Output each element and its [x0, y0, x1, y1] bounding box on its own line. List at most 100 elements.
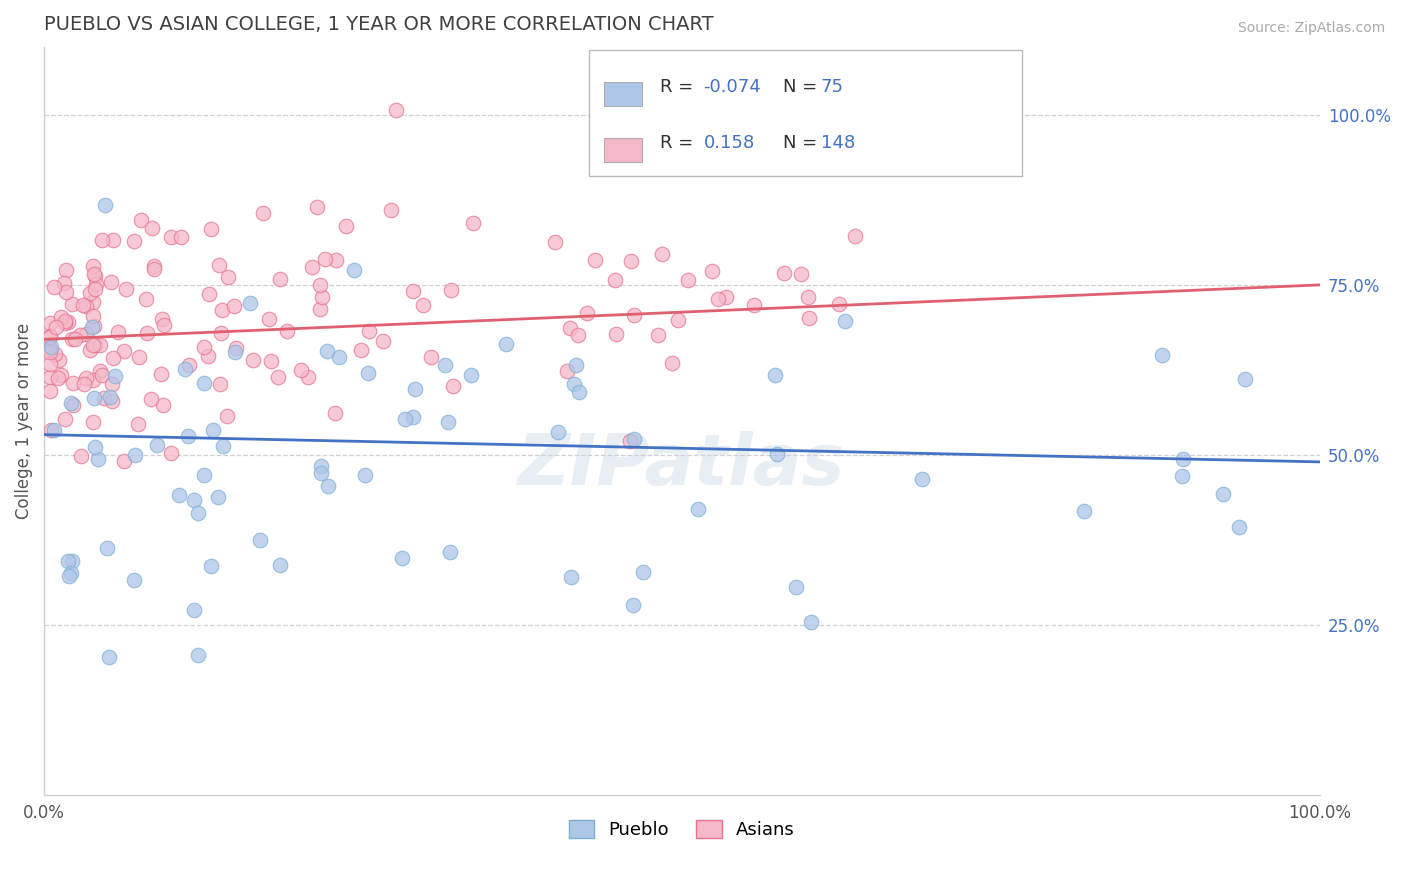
- Point: [623, 308, 645, 322]
- Point: [325, 252, 347, 267]
- Point: [309, 302, 332, 317]
- Point: [209, 377, 232, 392]
- Text: Source: ZipAtlas.com: Source: ZipAtlas.com: [1237, 21, 1385, 35]
- Point: [844, 228, 866, 243]
- Point: [202, 424, 225, 438]
- Point: [98, 391, 121, 405]
- Point: [103, 233, 125, 247]
- Point: [170, 230, 193, 244]
- Legend: Pueblo, Asians: Pueblo, Asians: [562, 813, 801, 847]
- Point: [1212, 487, 1234, 501]
- Point: [197, 349, 219, 363]
- Text: -0.074: -0.074: [703, 78, 761, 96]
- Point: [441, 379, 464, 393]
- FancyBboxPatch shape: [605, 138, 643, 161]
- Point: [567, 327, 589, 342]
- Point: [42, 423, 65, 437]
- Point: [433, 359, 456, 373]
- Point: [558, 320, 581, 334]
- Point: [391, 551, 413, 566]
- Point: [75, 299, 97, 313]
- Point: [412, 298, 434, 312]
- Point: [62, 398, 84, 412]
- Point: [211, 303, 233, 318]
- Point: [631, 566, 654, 580]
- Point: [89, 363, 111, 377]
- Point: [183, 603, 205, 617]
- Point: [41, 423, 63, 437]
- Point: [83, 268, 105, 283]
- Point: [107, 326, 129, 340]
- Point: [311, 290, 333, 304]
- Point: [193, 467, 215, 482]
- FancyBboxPatch shape: [605, 82, 643, 105]
- Point: [39, 369, 62, 384]
- Point: [69, 328, 91, 343]
- Point: [420, 350, 443, 364]
- Point: [790, 267, 813, 281]
- Point: [242, 353, 264, 368]
- Point: [402, 285, 425, 299]
- Point: [42, 280, 65, 294]
- Point: [53, 314, 76, 328]
- Point: [222, 299, 245, 313]
- Point: [359, 324, 381, 338]
- Point: [79, 343, 101, 357]
- Point: [150, 312, 173, 326]
- Point: [96, 541, 118, 556]
- Point: [83, 319, 105, 334]
- Point: [44, 347, 66, 361]
- Y-axis label: College, 1 year or more: College, 1 year or more: [15, 323, 32, 519]
- Point: [149, 368, 172, 382]
- Point: [742, 298, 765, 312]
- Point: [373, 334, 395, 348]
- Point: [104, 369, 127, 384]
- Point: [187, 506, 209, 520]
- Point: [131, 212, 153, 227]
- Point: [623, 432, 645, 446]
- Point: [49, 368, 72, 382]
- Point: [301, 260, 323, 274]
- Point: [83, 337, 105, 351]
- Point: [39, 340, 62, 354]
- Point: [83, 440, 105, 454]
- Point: [136, 326, 159, 340]
- Point: [404, 382, 426, 396]
- Point: [197, 286, 219, 301]
- Text: R =: R =: [661, 135, 699, 153]
- Point: [800, 615, 823, 629]
- Point: [45, 320, 67, 334]
- Text: ZIPatlas: ZIPatlas: [519, 432, 845, 500]
- Text: 0.158: 0.158: [703, 135, 755, 153]
- Point: [354, 468, 377, 483]
- Point: [39, 329, 62, 343]
- Point: [100, 275, 122, 289]
- Point: [124, 448, 146, 462]
- Point: [560, 569, 582, 583]
- Point: [200, 222, 222, 236]
- Point: [911, 472, 934, 486]
- Point: [56, 315, 79, 329]
- Point: [152, 398, 174, 412]
- Point: [224, 344, 246, 359]
- Point: [555, 364, 578, 378]
- FancyBboxPatch shape: [589, 51, 1022, 177]
- Point: [239, 296, 262, 310]
- Point: [773, 266, 796, 280]
- Point: [562, 376, 585, 391]
- Point: [666, 313, 689, 327]
- Point: [53, 316, 76, 330]
- Point: [167, 488, 190, 502]
- Point: [309, 277, 332, 292]
- Point: [547, 425, 569, 439]
- Point: [207, 258, 229, 272]
- Point: [39, 357, 62, 371]
- Point: [349, 343, 371, 358]
- Point: [260, 353, 283, 368]
- Point: [193, 376, 215, 391]
- Point: [82, 338, 104, 352]
- Point: [82, 415, 104, 429]
- Point: [84, 277, 107, 292]
- Point: [75, 326, 97, 341]
- Point: [112, 453, 135, 467]
